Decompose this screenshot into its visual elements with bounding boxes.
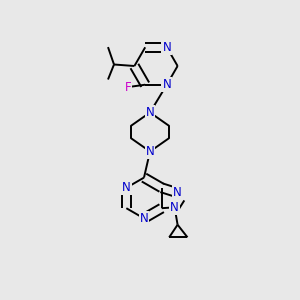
Text: N: N — [146, 106, 154, 119]
Text: N: N — [140, 212, 148, 225]
Text: N: N — [172, 186, 181, 199]
Text: N: N — [162, 78, 171, 91]
Text: N: N — [122, 181, 131, 194]
Text: N: N — [170, 201, 179, 214]
Text: F: F — [124, 81, 131, 94]
Text: N: N — [162, 41, 171, 54]
Text: N: N — [146, 145, 154, 158]
